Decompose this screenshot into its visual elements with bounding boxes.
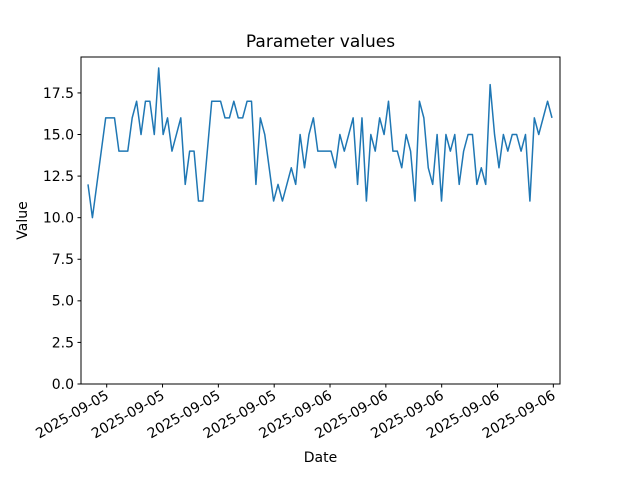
y-tick-label: 0.0 — [52, 377, 74, 393]
x-axis-ticks: 2025-09-052025-09-052025-09-052025-09-05… — [33, 384, 558, 442]
y-tick-label: 2.5 — [52, 335, 74, 351]
y-tick-label: 15.0 — [43, 127, 74, 143]
chart-title: Parameter values — [246, 32, 395, 52]
x-axis-label: Date — [304, 450, 337, 466]
y-axis-ticks: 0.0 2.5 5.0 7.5 10.0 12.5 15.0 17.5 — [43, 86, 81, 393]
line-series — [87, 67, 553, 219]
y-tick-label: 17.5 — [43, 86, 74, 102]
y-tick-label: 7.5 — [52, 252, 74, 268]
y-axis-label: Value — [15, 201, 31, 239]
y-tick-label: 5.0 — [52, 294, 74, 310]
plot-area-border — [80, 56, 561, 385]
y-tick-label: 12.5 — [43, 169, 74, 185]
y-tick-label: 10.0 — [43, 211, 74, 227]
